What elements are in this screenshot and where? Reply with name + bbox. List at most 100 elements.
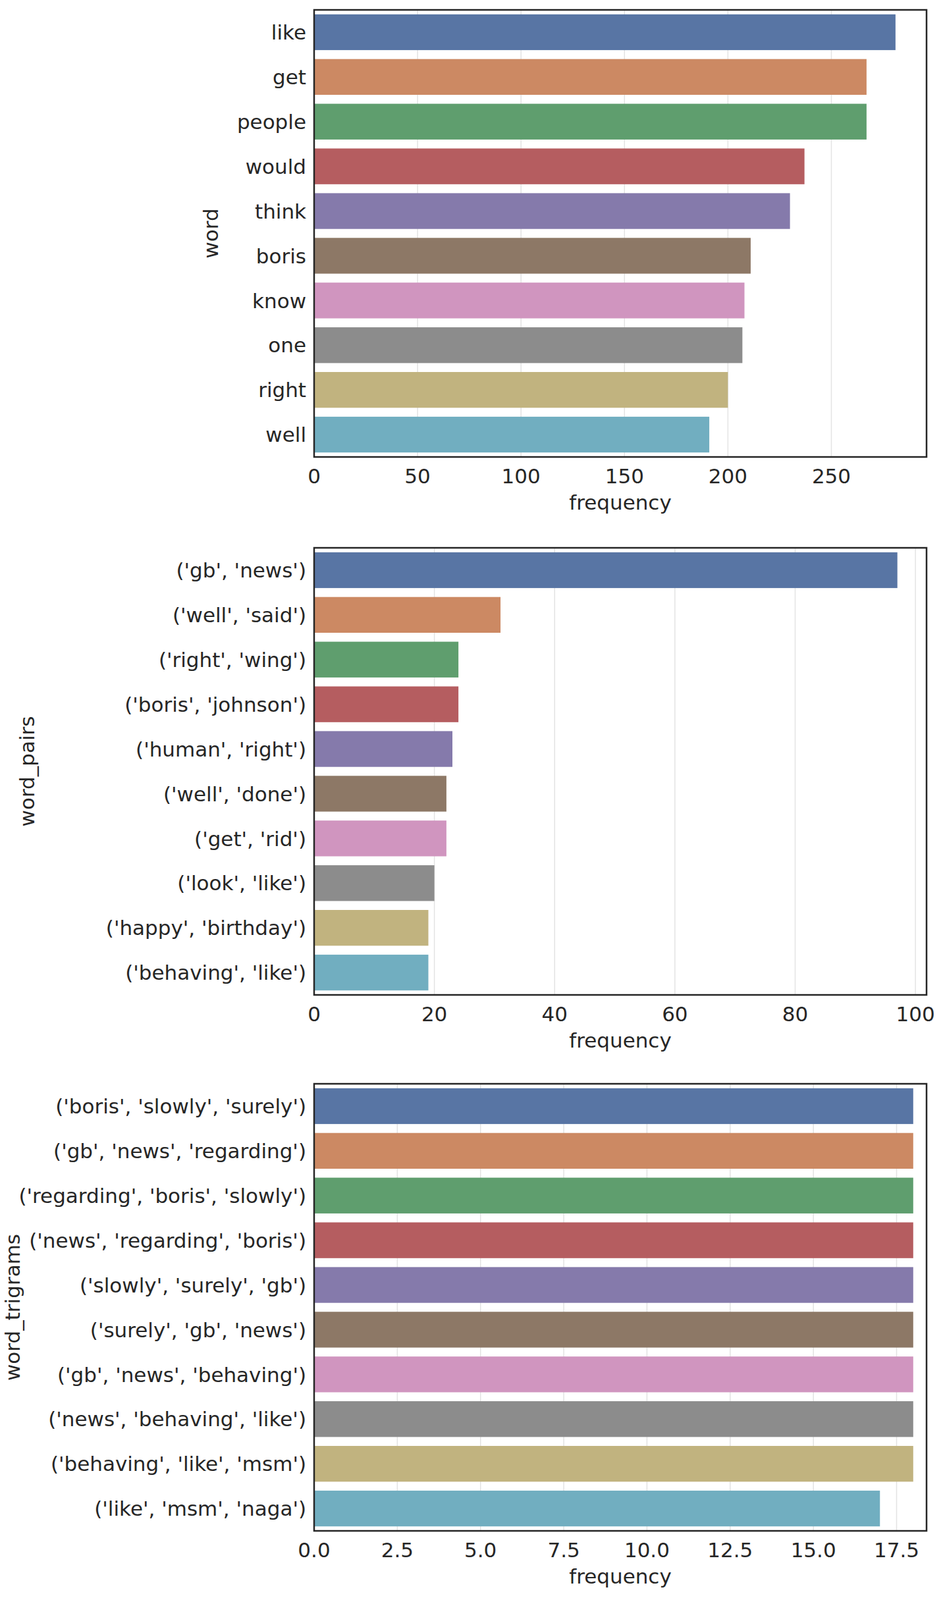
bar: [314, 148, 805, 184]
category-label: get: [272, 65, 307, 89]
bar: [314, 730, 453, 767]
axis-label: frequency: [568, 490, 672, 515]
bar: [314, 954, 429, 991]
chart: 0 20 40 60 80 100 ('gb', 'news') ('well', 'said…: [15, 547, 935, 1053]
axis-label: frequency: [568, 1028, 672, 1053]
bar: [314, 1178, 914, 1214]
bar: [314, 865, 435, 901]
tick-label: 20: [421, 1002, 448, 1026]
category-label: well: [265, 422, 307, 447]
bar: [314, 1490, 880, 1527]
category-label: ('news', 'behaving', 'like'): [48, 1407, 307, 1431]
category-label: know: [252, 289, 307, 313]
tick-label: 17.5: [873, 1538, 920, 1563]
bar: [314, 104, 867, 140]
bar: [314, 642, 459, 678]
bar: [314, 1446, 914, 1482]
bar: [314, 1356, 914, 1393]
bar: [314, 237, 751, 274]
frame: [314, 9, 927, 458]
tick-label: 150: [605, 464, 645, 488]
bar: [314, 910, 429, 946]
category-label: would: [245, 154, 307, 179]
category-label: think: [254, 199, 307, 224]
category-label: right: [258, 377, 307, 402]
category-label: ('behaving', 'like'): [125, 960, 307, 985]
bar: [314, 192, 791, 229]
bar: [314, 1401, 914, 1437]
category-label: ('news', 'regarding', 'boris'): [28, 1228, 307, 1253]
axis-label: frequency: [568, 1564, 672, 1589]
bars: [314, 1088, 914, 1527]
category-label: ('gb', 'news', 'regarding'): [53, 1139, 307, 1163]
chart: 0.0 2.5 5.0 7.5 10.0 12.5 15.0 17.5 ('boris', 's…: [0, 1083, 927, 1589]
grid-line: [674, 547, 676, 996]
category-label: ('slowly', 'surely', 'gb'): [79, 1273, 307, 1298]
category-label: ('boris', 'johnson'): [124, 692, 307, 717]
bar: [314, 1266, 914, 1303]
axis-label: word: [198, 208, 223, 259]
tick-label: 40: [541, 1002, 568, 1026]
bar: [314, 14, 896, 51]
tick-label: 15.0: [790, 1538, 837, 1563]
category-label: ('surely', 'gb', 'news'): [90, 1318, 307, 1343]
grid-line: [553, 547, 556, 996]
category-label: boris: [256, 244, 307, 269]
category-label: ('gb', 'news'): [175, 558, 307, 583]
category-label: ('well', 'done'): [163, 782, 307, 807]
tick-label: 0: [307, 1002, 321, 1026]
tick-label: 0: [307, 464, 321, 488]
tick-label: 100: [501, 464, 541, 488]
bar: [314, 775, 447, 812]
chart: 0 50 100 150 200 250 like get people would think bo…: [198, 9, 927, 515]
frame: [314, 1083, 927, 1532]
tick-label: 2.5: [381, 1538, 414, 1563]
bar: [314, 416, 710, 453]
category-label: ('right', 'wing'): [158, 647, 307, 672]
tick-label: 10.0: [624, 1538, 670, 1563]
bar: [314, 59, 867, 95]
bar: [314, 1222, 914, 1258]
axis-label: word_pairs: [15, 716, 39, 828]
bar: [314, 1088, 914, 1125]
figure: 050100150200250likegetpeoplewouldthinkbo…: [0, 0, 943, 1600]
grid-line: [794, 547, 797, 996]
category-label: like: [271, 20, 307, 45]
category-label: ('well', 'said'): [172, 603, 307, 627]
tick-label: 50: [404, 464, 431, 488]
bar: [314, 597, 501, 633]
bars: [314, 552, 898, 991]
category-label: ('human', 'right'): [135, 737, 307, 762]
tick-label: 80: [782, 1002, 809, 1026]
tick-label: 5.0: [464, 1538, 497, 1563]
category-label: ('happy', 'birthday'): [106, 916, 307, 940]
bar: [314, 552, 898, 589]
bar: [314, 282, 745, 319]
category-label: ('get', 'rid'): [194, 827, 307, 851]
category-label: ('gb', 'news', 'behaving'): [57, 1363, 307, 1387]
bar: [314, 820, 447, 857]
bar: [314, 686, 459, 722]
category-label: ('behaving', 'like', 'msm'): [50, 1452, 307, 1476]
tick-label: 200: [708, 464, 748, 488]
category-label: ('look', 'like'): [177, 871, 307, 895]
bar: [314, 1133, 914, 1169]
tick-label: 12.5: [707, 1538, 753, 1563]
category-label: ('boris', 'slowly', 'surely'): [55, 1094, 307, 1119]
tick-label: 250: [811, 464, 851, 488]
bar: [314, 327, 743, 363]
tick-label: 7.5: [547, 1538, 580, 1563]
frame: [314, 547, 927, 996]
grid-line: [914, 547, 917, 996]
tick-label: 100: [896, 1002, 936, 1026]
bar: [314, 372, 728, 408]
axis-label: word_trigrams: [0, 1234, 25, 1381]
category-label: ('like', 'msm', 'naga'): [94, 1496, 307, 1521]
tick-label: 60: [661, 1002, 688, 1026]
bars: [314, 14, 896, 453]
category-label: ('regarding', 'boris', 'slowly'): [18, 1184, 307, 1208]
category-label: people: [237, 109, 307, 134]
category-label: one: [268, 333, 307, 357]
tick-label: 0.0: [297, 1538, 330, 1563]
bar: [314, 1311, 914, 1348]
